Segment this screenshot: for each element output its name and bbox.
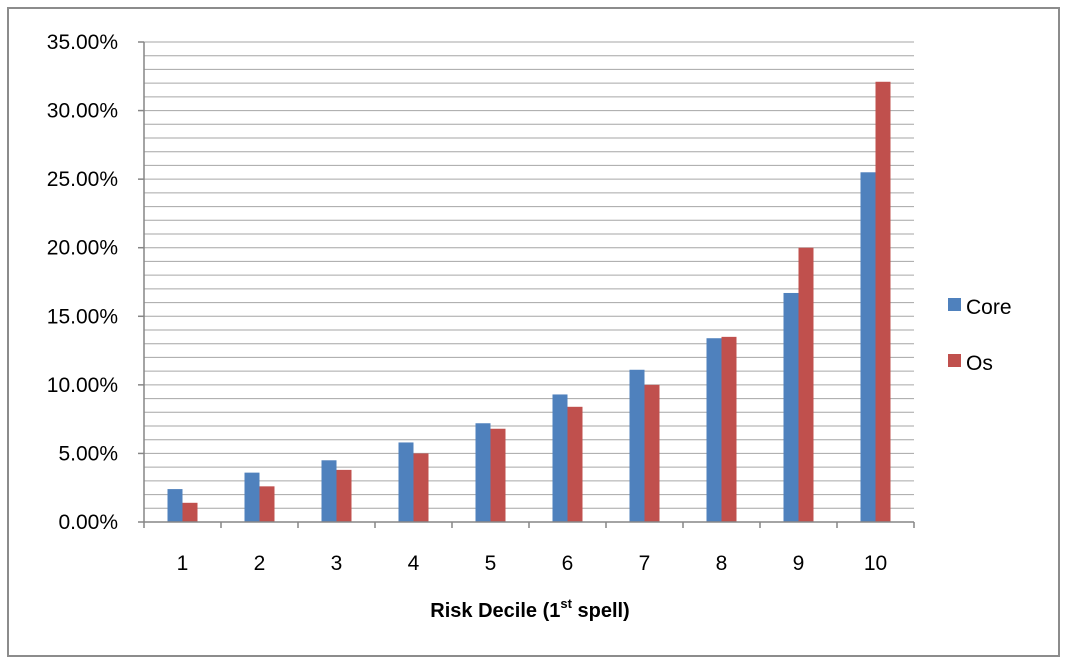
x-axis-title-main: Risk Decile (1 [430, 600, 560, 622]
x-tick-label: 8 [716, 552, 728, 575]
bar-os-1 [182, 502, 198, 522]
y-tick-labels: 0.00% 5.00% 10.00% 15.00% 20.00% 25.00% 30.00%… [47, 31, 118, 534]
legend-label-core: Core [966, 296, 1012, 319]
bar-core-3 [321, 460, 337, 522]
legend-swatch-core [948, 298, 961, 311]
x-tick-label: 6 [562, 552, 574, 575]
bar-core-9 [783, 292, 799, 522]
y-tick-label: 15.00% [47, 305, 118, 328]
y-tick-label: 30.00% [47, 100, 118, 123]
bar-core-10 [860, 172, 876, 523]
y-tick-label: 5.00% [58, 442, 118, 465]
x-axis-title-sup: st [560, 596, 572, 611]
bar-core-6 [552, 394, 568, 522]
legend: Core Os [948, 296, 1012, 375]
legend-label-os: Os [966, 352, 993, 375]
bar-core-7 [629, 369, 645, 522]
bar-core-1 [167, 489, 183, 522]
y-tick-label: 10.00% [47, 374, 118, 397]
y-tick-label: 25.00% [47, 168, 118, 191]
bar-core-5 [475, 423, 491, 522]
chart-border [7, 7, 1060, 657]
x-tick-label: 5 [485, 552, 497, 575]
y-tick-label: 20.00% [47, 237, 118, 260]
x-axis-title: Risk Decile (1st spell) [430, 596, 629, 622]
legend-swatch-os [948, 354, 961, 367]
bar-core-4 [398, 442, 414, 522]
x-tick-label: 7 [639, 552, 651, 575]
x-tick-label: 1 [177, 552, 189, 575]
x-tick-label: 3 [331, 552, 343, 575]
bar-os-9 [798, 247, 814, 522]
bar-os-8 [721, 336, 737, 522]
bar-os-3 [336, 469, 352, 522]
y-tick-label: 0.00% [58, 511, 118, 534]
bar-os-6 [567, 406, 583, 522]
bar-os-5 [490, 428, 506, 522]
bar-os-4 [413, 453, 429, 522]
x-tick-label: 2 [254, 552, 266, 575]
bar-os-2 [259, 486, 275, 522]
y-tick-label: 35.00% [47, 31, 118, 54]
x-axis-title-end: spell) [572, 600, 630, 622]
bar-core-2 [244, 472, 260, 522]
x-tick-label: 4 [408, 552, 420, 575]
bar-core-8 [706, 338, 722, 522]
axes [138, 41, 915, 528]
x-tick-labels: 1 2 3 4 5 6 7 8 9 10 [177, 552, 888, 575]
bars [167, 81, 891, 523]
bar-os-7 [644, 384, 660, 522]
x-tick-label: 10 [864, 552, 887, 575]
x-tick-label: 9 [793, 552, 805, 575]
bar-os-10 [875, 81, 891, 523]
